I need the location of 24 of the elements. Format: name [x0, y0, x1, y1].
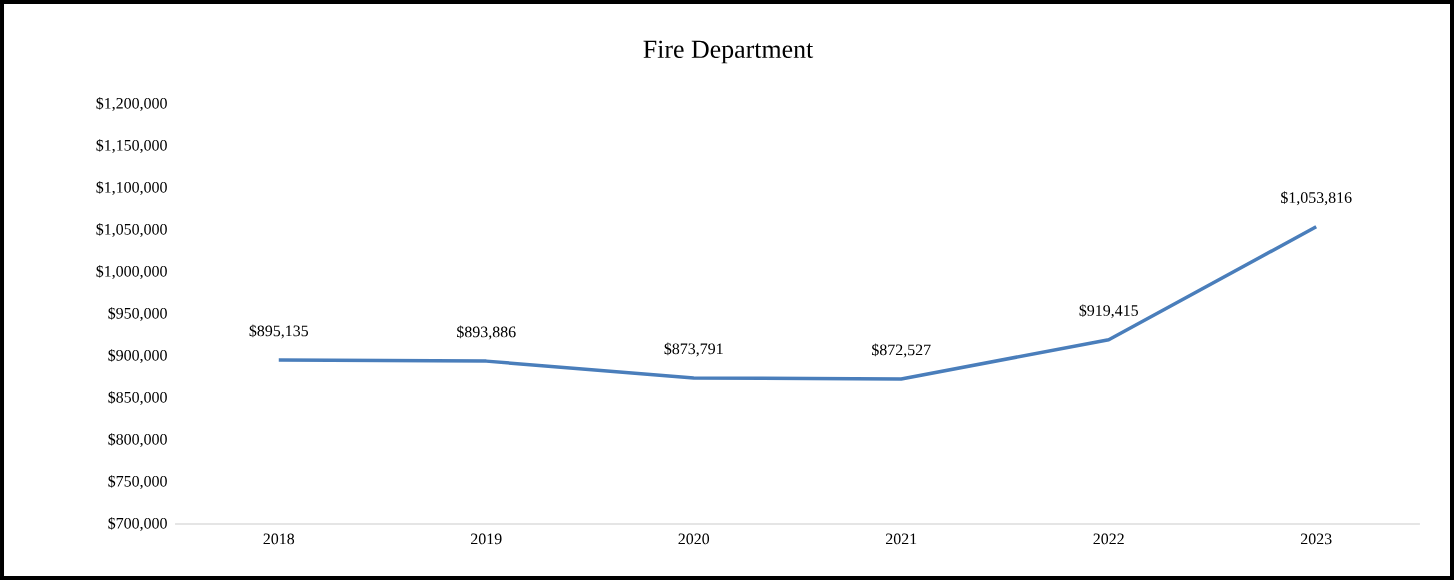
y-tick-label: $900,000: [108, 348, 167, 363]
y-tick-label: $1,200,000: [96, 96, 167, 111]
y-tick-label: $700,000: [108, 516, 167, 531]
x-tick-label: 2021: [885, 533, 917, 545]
x-tick-label: 2022: [1093, 533, 1124, 545]
y-tick-label: $1,100,000: [96, 180, 167, 195]
y-tick-label: $1,150,000: [96, 138, 167, 153]
data-label: $919,415: [1079, 304, 1138, 319]
x-tick-label: 2018: [263, 533, 295, 545]
y-tick-label: $750,000: [108, 474, 167, 489]
y-tick-label: $1,000,000: [96, 264, 167, 279]
y-tick-label: $950,000: [108, 306, 167, 321]
data-label: $1,053,816: [1281, 191, 1352, 206]
y-tick-label: $850,000: [108, 390, 167, 405]
data-label: $873,791: [664, 342, 723, 357]
x-tick-label: 2023: [1300, 533, 1332, 545]
data-label: $895,135: [249, 324, 309, 339]
x-tick-label: 2019: [471, 533, 502, 545]
x-tick-label: 2020: [678, 533, 710, 545]
data-label: $893,886: [457, 325, 516, 340]
y-tick-label: $1,050,000: [96, 222, 167, 237]
y-tick-label: $800,000: [108, 432, 167, 447]
chart-title: Fire Department: [643, 40, 814, 64]
data-label: $872,527: [872, 343, 931, 358]
